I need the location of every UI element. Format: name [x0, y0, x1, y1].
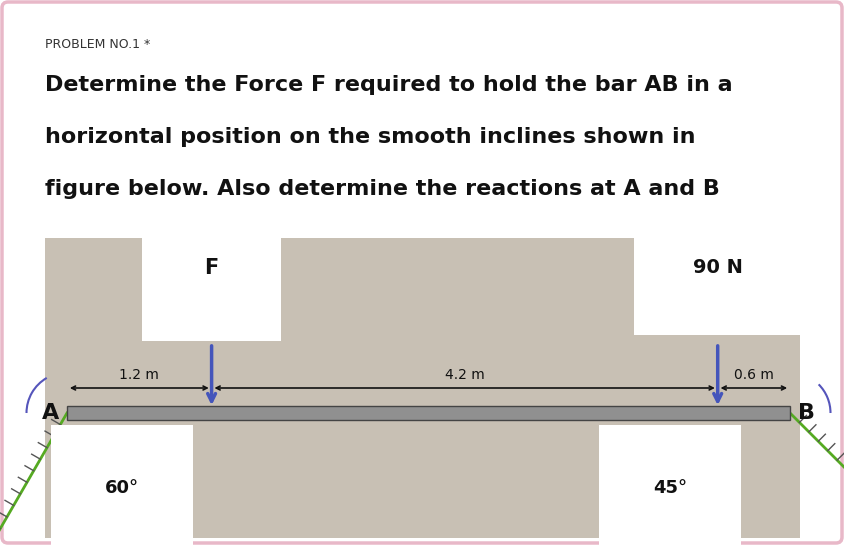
Text: PROBLEM NO.1 *: PROBLEM NO.1 *: [45, 38, 150, 51]
Text: 90 N: 90 N: [693, 258, 743, 277]
Text: 45°: 45°: [653, 479, 687, 497]
Text: Determine the Force F required to hold the bar AB in a: Determine the Force F required to hold t…: [45, 75, 733, 95]
Text: 1.2 m: 1.2 m: [119, 368, 160, 382]
Text: figure below. Also determine the reactions at A and B: figure below. Also determine the reactio…: [45, 179, 720, 199]
Text: F: F: [204, 258, 219, 278]
Text: B: B: [798, 403, 815, 423]
Text: 4.2 m: 4.2 m: [445, 368, 484, 382]
Bar: [67, 406, 790, 420]
Text: 60°: 60°: [105, 479, 139, 497]
Text: horizontal position on the smooth inclines shown in: horizontal position on the smooth inclin…: [45, 127, 695, 147]
Text: 0.6 m: 0.6 m: [734, 368, 774, 382]
Text: A: A: [41, 403, 59, 423]
Bar: [45, 238, 800, 538]
